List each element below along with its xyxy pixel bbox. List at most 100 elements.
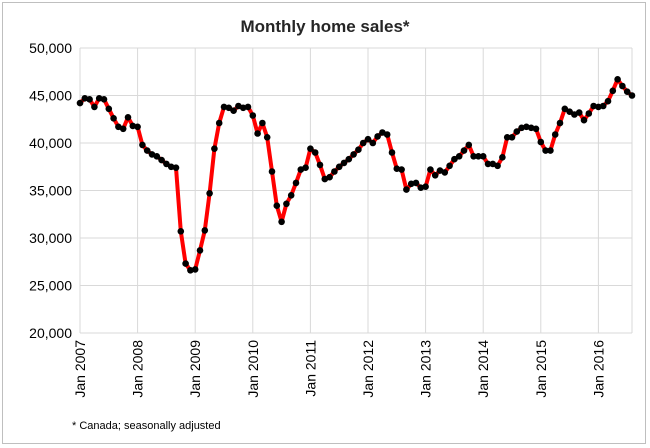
data-point <box>153 153 161 160</box>
data-point <box>503 134 511 141</box>
data-point <box>249 112 257 119</box>
data-point <box>532 125 540 133</box>
data-point <box>158 156 165 164</box>
data-point <box>182 260 189 267</box>
y-axis: 20,000 25,000 30,000 35,000 40,000 45,000 50,0… <box>29 40 72 341</box>
data-point <box>230 107 237 114</box>
data-point <box>412 179 420 187</box>
data-point <box>211 145 218 152</box>
chart-title: Monthly home sales* <box>240 17 409 36</box>
data-point <box>422 183 429 190</box>
footnote: * Canada; seasonally adjusted <box>72 420 221 432</box>
data-point <box>484 160 492 168</box>
data-point <box>369 139 377 147</box>
x-tick-label: Jan 2009 <box>187 340 203 398</box>
data-point <box>287 192 295 199</box>
y-tick-label: 20,000 <box>29 325 72 341</box>
data-point <box>614 76 621 83</box>
gridlines <box>79 47 633 334</box>
data-point <box>273 202 281 209</box>
data-point <box>244 103 252 111</box>
x-tick-label: Jan 2011 <box>302 340 318 397</box>
data-point <box>499 154 506 161</box>
data-point <box>139 141 146 149</box>
series-sales <box>76 76 636 274</box>
data-point <box>446 162 453 170</box>
data-point <box>268 168 276 175</box>
x-tick-label: Jan 2007 <box>72 340 88 398</box>
data-point <box>604 97 612 105</box>
data-point <box>345 155 353 163</box>
data-point <box>580 116 588 124</box>
data-point <box>283 200 290 208</box>
data-point <box>326 173 333 181</box>
data-point <box>100 96 108 103</box>
data-point <box>542 147 549 154</box>
data-point <box>302 164 309 171</box>
x-tick-label: Jan 2008 <box>130 340 146 398</box>
data-point <box>225 104 233 112</box>
x-tick-label: Jan 2013 <box>418 340 434 398</box>
data-point <box>455 153 463 160</box>
data-point <box>340 159 348 167</box>
data-point <box>124 114 132 121</box>
y-tick-label: 40,000 <box>29 135 72 151</box>
x-axis: Jan 2007 Jan 2008 Jan 2009 Jan 2010 Jan 2011… <box>72 340 606 398</box>
data-point <box>86 96 93 103</box>
data-point <box>196 247 204 254</box>
data-point <box>355 146 362 153</box>
data-point <box>551 131 559 138</box>
data-point <box>398 166 405 173</box>
data-point <box>110 115 117 122</box>
data-point <box>556 119 564 127</box>
data-point <box>479 153 487 160</box>
data-point <box>451 155 458 163</box>
data-point <box>609 87 617 95</box>
data-point <box>177 228 185 235</box>
data-point <box>254 130 261 137</box>
data-point <box>427 166 434 173</box>
data-point <box>475 153 482 160</box>
chart-frame <box>2 2 646 444</box>
data-point <box>585 110 593 117</box>
data-point <box>383 131 391 138</box>
data-point <box>316 161 324 169</box>
data-point <box>278 218 285 226</box>
x-tick-label: Jan 2016 <box>590 340 606 398</box>
data-point <box>263 134 271 141</box>
data-point <box>403 186 410 193</box>
data-point <box>335 163 343 171</box>
data-point <box>359 139 367 147</box>
data-point <box>259 119 266 127</box>
data-point <box>470 153 477 160</box>
data-point <box>134 123 141 131</box>
data-point <box>350 151 357 158</box>
data-point <box>201 227 209 234</box>
data-point <box>566 108 573 115</box>
x-tick-label: Jan 2014 <box>475 340 491 398</box>
y-tick-label: 50,000 <box>29 40 72 56</box>
data-point <box>547 147 554 154</box>
x-tick-label: Jan 2012 <box>360 340 376 398</box>
x-tick-label: Jan 2010 <box>245 340 261 398</box>
data-point <box>191 266 199 273</box>
data-point <box>206 190 213 197</box>
data-point <box>105 105 113 113</box>
data-point <box>374 133 381 140</box>
data-point <box>431 172 439 179</box>
y-tick-label: 35,000 <box>29 183 72 199</box>
data-point <box>619 82 626 90</box>
data-point <box>215 119 223 127</box>
data-point <box>537 138 545 146</box>
data-point <box>460 147 468 154</box>
data-point <box>364 135 372 143</box>
data-point <box>311 149 319 156</box>
series-line <box>78 77 634 273</box>
data-point <box>91 103 98 111</box>
y-tick-label: 25,000 <box>29 278 72 294</box>
data-point <box>163 160 170 168</box>
data-point <box>465 141 473 149</box>
data-point <box>119 125 127 133</box>
data-point <box>307 145 314 152</box>
